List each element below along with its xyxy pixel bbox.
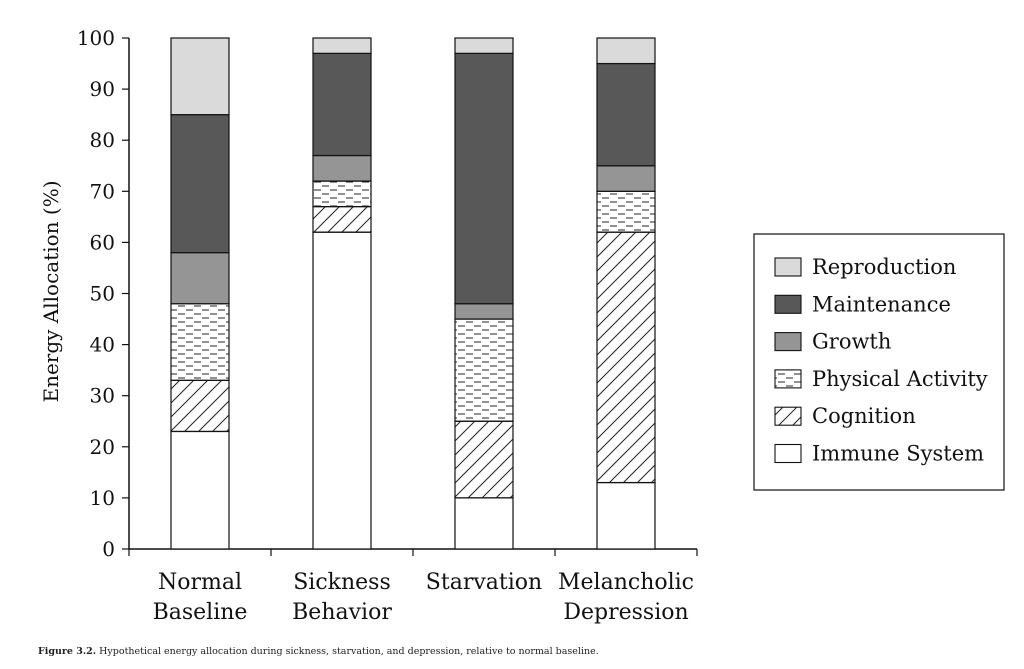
legend-label: Physical Activity (812, 367, 988, 391)
x-category-label-line: Melancholic (558, 570, 694, 595)
bar-segment-growth (170, 252, 230, 305)
y-tick-label: 0 (102, 537, 115, 561)
legend-swatch-immune-system (774, 443, 802, 464)
bar-segment-maintenance (454, 52, 514, 305)
x-category-label-line: Sickness (293, 570, 391, 595)
legend-swatch-maintenance (774, 294, 802, 314)
bar-segment-reproduction (596, 37, 656, 65)
legend-label: Growth (812, 330, 891, 354)
x-category-label-line: Baseline (153, 600, 248, 625)
x-category-label-line: Normal (158, 570, 242, 595)
caption-text: Hypothetical energy allocation during si… (99, 646, 599, 657)
x-category-label-line: Behavior (292, 600, 392, 625)
legend-swatch-reproduction (774, 257, 802, 277)
stacked-bar-chart: 0 10 20 30 40 50 60 70 80 90 100 Energy Allocation … (39, 26, 1005, 625)
bar-segment-immune-system (596, 481, 656, 550)
bar-segment-physical-activity (454, 318, 514, 422)
x-category-label-line: Depression (563, 600, 688, 625)
y-tick-label: 50 (90, 282, 115, 306)
bar-segment-cognition (454, 420, 514, 499)
bar-segment-maintenance (596, 62, 656, 167)
y-tick-label: 90 (90, 77, 115, 101)
bar-segment-reproduction (170, 37, 230, 116)
legend-label: Maintenance (812, 292, 951, 316)
x-category-label: Starvation (426, 570, 542, 595)
figure-caption: Figure 3.2. Hypothetical energy allocati… (38, 646, 998, 657)
bar-segment-immune-system (454, 497, 514, 550)
legend: Reproduction Maintenance Growth Physical Ac… (753, 233, 1005, 491)
bar-segment-immune-system (170, 430, 230, 550)
bar-segment-cognition (170, 379, 230, 433)
bar-segment-physical-activity (312, 180, 372, 208)
bar-segment-reproduction (454, 37, 514, 54)
legend-swatch-physical-activity (774, 369, 802, 389)
bar-segment-physical-activity (596, 190, 656, 233)
legend-swatch-growth (774, 332, 802, 352)
y-tick-label: 10 (90, 486, 115, 510)
bar-segment-cognition (312, 206, 372, 233)
legend-label: Cognition (812, 404, 916, 428)
bar-segment-cognition (596, 231, 656, 484)
y-tick-label: 100 (77, 26, 115, 50)
bar-segment-growth (596, 165, 656, 192)
x-category-label: Normal Baseline (153, 570, 248, 625)
legend-swatch-cognition (774, 406, 802, 426)
x-category-label: Melancholic Depression (558, 570, 694, 625)
y-tick-label: 70 (90, 179, 115, 203)
y-tick-label: 30 (90, 384, 115, 408)
bar-segment-maintenance (170, 114, 230, 254)
bar-segment-growth (454, 303, 514, 320)
y-tick-label: 40 (90, 333, 115, 357)
bar-segment-immune-system (312, 231, 372, 550)
x-category-label: Sickness Behavior (292, 570, 392, 625)
bar-segment-growth (312, 154, 372, 182)
x-category-label-line: Starvation (426, 570, 542, 595)
caption-label: Figure 3.2. (38, 646, 97, 657)
y-axis-label: Energy Allocation (%) (39, 180, 63, 402)
y-tick-label: 80 (90, 128, 115, 152)
legend-label: Reproduction (812, 255, 956, 279)
bars (170, 37, 656, 550)
legend-label: Immune System (812, 442, 984, 466)
y-tick-label: 20 (90, 435, 115, 459)
labels: 0 10 20 30 40 50 60 70 80 90 100 Energy Allocation … (39, 26, 694, 625)
bar-segment-physical-activity (170, 303, 230, 381)
bar-segment-maintenance (312, 52, 372, 157)
y-tick-label: 60 (90, 230, 115, 254)
bar-segment-reproduction (312, 37, 372, 54)
